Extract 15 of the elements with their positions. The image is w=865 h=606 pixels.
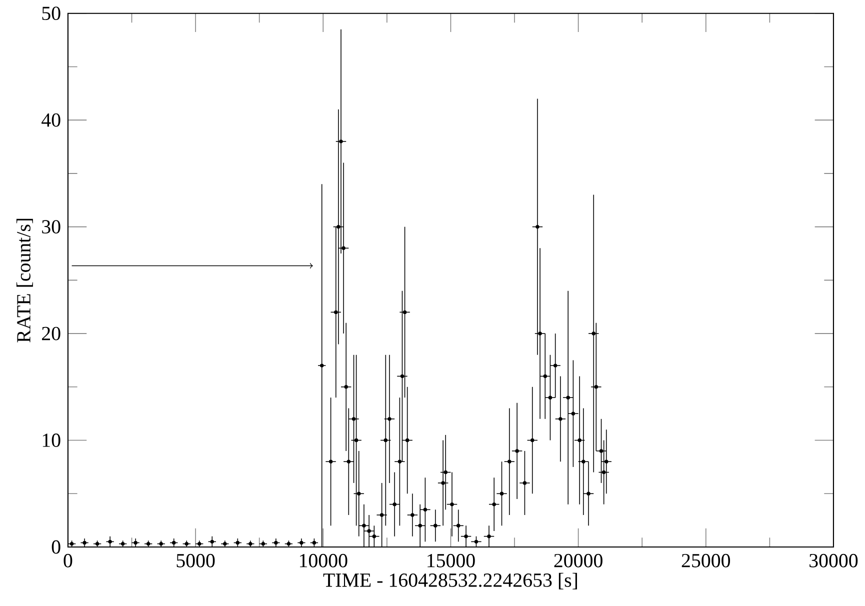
x-axis-title: TIME - 160428532.2242653 [s] xyxy=(323,572,577,590)
x-tick-label: 0 xyxy=(64,554,72,568)
x-tick-label: 5000 xyxy=(176,554,215,568)
x-tick-label: 10000 xyxy=(300,554,348,568)
y-tick-label: 50 xyxy=(42,6,60,20)
x-tick-label: 20000 xyxy=(554,554,602,568)
y-axis-title: RATE [count/s] xyxy=(16,218,33,342)
y-tick-label: 40 xyxy=(42,113,60,127)
y-tick-label: 0 xyxy=(52,540,60,554)
x-tick-label: 15000 xyxy=(428,554,475,568)
y-tick-label: 20 xyxy=(42,326,60,340)
x-tick-label: 30000 xyxy=(810,554,858,568)
y-tick-label: 10 xyxy=(42,434,60,448)
y-tick-label: 30 xyxy=(42,220,60,234)
x-tick-label: 25000 xyxy=(682,554,730,568)
